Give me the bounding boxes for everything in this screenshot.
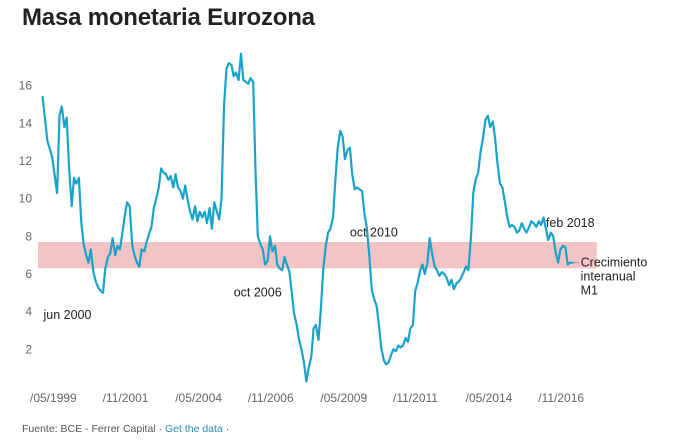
footer-separator: · — [158, 423, 163, 435]
y-tick-label: 12 — [19, 154, 33, 168]
annotation-layer: jun 2000 oct 2006 oct 2010 feb 2018 Crecimie… — [42, 216, 647, 322]
annotation-label: jun 2000 — [42, 308, 91, 322]
reference-band-layer — [38, 241, 597, 269]
y-tick-label: 16 — [19, 79, 33, 93]
x-tick-label: /11/2016 — [538, 391, 584, 405]
y-axis: 2 4 6 8 10 12 14 16 — [19, 79, 33, 357]
chart-title: Masa monetaria Eurozona — [22, 4, 315, 31]
x-axis: /05/1999/11/2001/05/2004/11/2006/05/2009… — [30, 391, 584, 405]
footer: Fuente: BCE - Ferrer Capital · Get the d… — [22, 423, 229, 435]
y-tick-label: 6 — [25, 267, 32, 281]
x-tick-label: /11/2011 — [393, 391, 438, 405]
x-tick-label: /05/2009 — [320, 391, 367, 405]
y-tick-label: 14 — [19, 116, 33, 130]
get-the-data-link[interactable]: Get the data — [164, 423, 223, 435]
source-note: Fuente: BCE - Ferrer Capital — [22, 423, 156, 435]
x-tick-label: /11/2001 — [103, 391, 149, 405]
annotation-label: feb 2018 — [546, 216, 595, 230]
series-label-line: M1 — [581, 284, 598, 298]
y-tick-label: 2 — [25, 342, 32, 356]
x-tick-label: /05/2004 — [175, 391, 222, 405]
series-line-m1 — [41, 52, 574, 383]
series-layer — [41, 52, 574, 383]
x-tick-label: /11/2006 — [248, 391, 294, 405]
x-tick-label: /05/2014 — [466, 391, 513, 405]
series-label-line: Crecimiento — [581, 256, 648, 270]
annotation-label: oct 2010 — [350, 225, 398, 239]
y-tick-label: 4 — [25, 305, 32, 319]
series-label-line: interanual — [581, 270, 636, 284]
annotation-label: oct 2006 — [234, 286, 282, 300]
x-tick-label: /05/1999 — [30, 391, 77, 405]
reference-band — [38, 241, 597, 269]
y-tick-label: 8 — [25, 229, 32, 243]
y-tick-label: 10 — [19, 192, 33, 206]
footer-trailing-dot: · — [225, 423, 230, 435]
